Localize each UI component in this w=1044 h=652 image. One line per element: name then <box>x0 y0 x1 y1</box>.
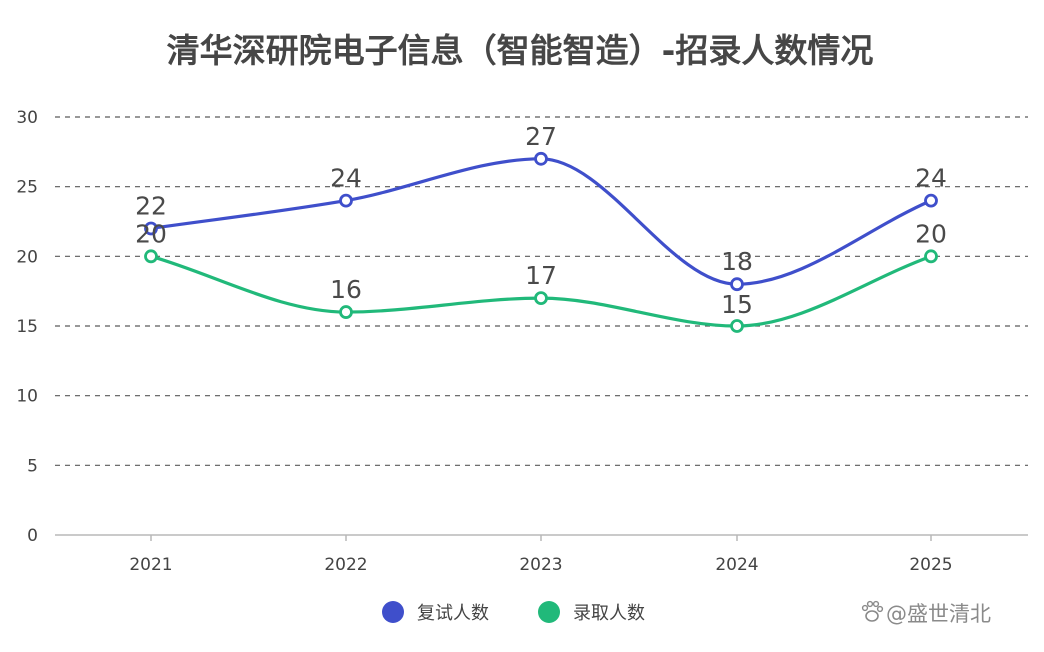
legend: 复试人数 录取人数 <box>382 601 645 624</box>
data-label: 27 <box>525 122 557 151</box>
y-tick-label: 15 <box>16 317 38 337</box>
data-point <box>730 277 744 292</box>
legend-item-2: 录取人数 <box>538 601 645 624</box>
data-label: 24 <box>915 164 947 193</box>
y-tick-label: 25 <box>16 178 38 198</box>
series-1 <box>144 151 938 292</box>
series-1-labels: 22 24 27 18 24 <box>135 122 947 276</box>
data-label: 16 <box>330 275 362 304</box>
legend-label: 录取人数 <box>573 603 645 624</box>
data-label: 18 <box>721 247 753 276</box>
data-point <box>339 305 353 319</box>
legend-item-1: 复试人数 <box>382 601 489 624</box>
legend-label: 复试人数 <box>417 603 489 624</box>
data-point <box>730 319 744 333</box>
x-tick-label: 2024 <box>715 555 758 575</box>
x-tick-label: 2022 <box>324 555 367 575</box>
y-tick-label: 30 <box>16 108 38 128</box>
y-tick-label: 20 <box>16 247 38 267</box>
data-label: 17 <box>525 261 557 290</box>
data-label: 15 <box>721 290 753 319</box>
data-label: 20 <box>135 219 167 248</box>
legend-swatch <box>538 601 560 623</box>
x-tick-label: 2021 <box>129 555 172 575</box>
series-2-labels: 20 16 17 15 20 <box>135 219 947 319</box>
watermark-text: @盛世清北 <box>886 602 991 626</box>
data-point <box>534 291 548 306</box>
data-point <box>144 249 158 264</box>
x-axis: 2021 2022 2023 2024 2025 <box>55 534 1028 575</box>
data-label: 22 <box>135 191 167 220</box>
grid-lines <box>55 116 1028 466</box>
data-point <box>924 193 938 208</box>
y-tick-label: 0 <box>27 526 38 546</box>
series-2 <box>144 249 938 333</box>
watermark: @盛世清北 <box>861 600 991 626</box>
y-axis: 0 5 10 15 20 25 30 <box>16 108 38 546</box>
legend-swatch <box>382 601 404 623</box>
x-tick-label: 2025 <box>909 555 952 575</box>
data-point <box>924 249 938 264</box>
y-tick-label: 5 <box>27 456 38 476</box>
series-layer: 22 24 27 18 24 20 16 17 15 20 <box>135 122 947 333</box>
data-label: 20 <box>915 219 947 248</box>
data-point <box>144 221 158 236</box>
data-label: 24 <box>330 164 362 193</box>
chart-title: 清华深研院电子信息（智能智造）-招录人数情况 <box>167 31 874 70</box>
paw-icon <box>861 600 884 622</box>
y-tick-label: 10 <box>16 387 38 407</box>
data-point <box>534 151 548 166</box>
x-tick-label: 2023 <box>519 555 562 575</box>
data-point <box>339 193 353 208</box>
